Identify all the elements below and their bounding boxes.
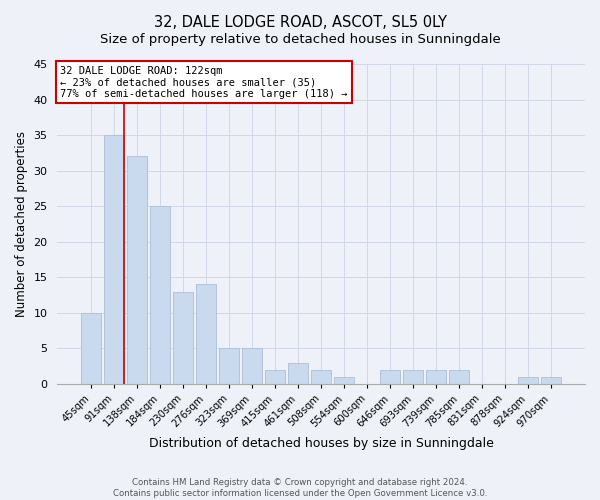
Bar xyxy=(104,135,124,384)
Bar xyxy=(427,370,446,384)
X-axis label: Distribution of detached houses by size in Sunningdale: Distribution of detached houses by size … xyxy=(149,437,494,450)
Text: 32 DALE LODGE ROAD: 122sqm
← 23% of detached houses are smaller (35)
77% of semi: 32 DALE LODGE ROAD: 122sqm ← 23% of deta… xyxy=(60,66,347,99)
Bar xyxy=(220,348,239,384)
Y-axis label: Number of detached properties: Number of detached properties xyxy=(15,131,28,317)
Bar xyxy=(311,370,331,384)
Text: 32, DALE LODGE ROAD, ASCOT, SL5 0LY: 32, DALE LODGE ROAD, ASCOT, SL5 0LY xyxy=(154,15,446,30)
Bar xyxy=(242,348,262,384)
Bar xyxy=(541,377,561,384)
Bar xyxy=(518,377,538,384)
Bar xyxy=(82,313,101,384)
Text: Contains HM Land Registry data © Crown copyright and database right 2024.
Contai: Contains HM Land Registry data © Crown c… xyxy=(113,478,487,498)
Bar xyxy=(196,284,216,384)
Bar xyxy=(151,206,170,384)
Bar xyxy=(449,370,469,384)
Bar xyxy=(265,370,285,384)
Text: Size of property relative to detached houses in Sunningdale: Size of property relative to detached ho… xyxy=(100,32,500,46)
Bar xyxy=(403,370,423,384)
Bar xyxy=(289,362,308,384)
Bar xyxy=(173,292,193,384)
Bar xyxy=(334,377,354,384)
Bar xyxy=(127,156,147,384)
Bar xyxy=(380,370,400,384)
